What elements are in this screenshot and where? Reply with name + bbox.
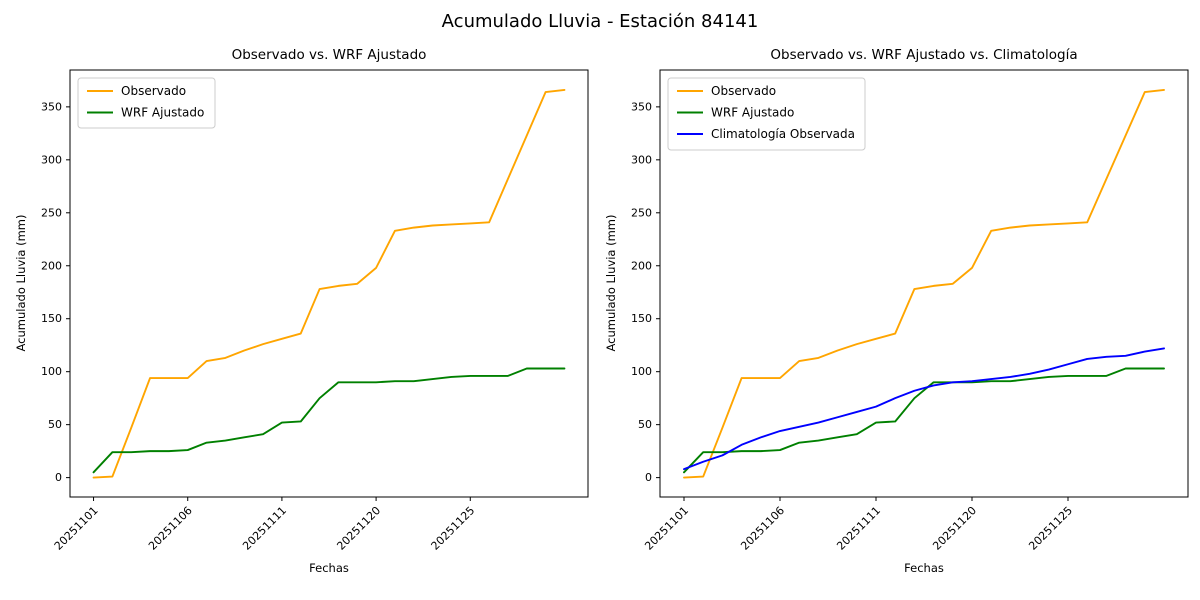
- left-plot-xlabel: Fechas: [309, 561, 349, 575]
- y-axis: 0 50 100 150 200 250 300 350: [41, 100, 70, 484]
- figure-title: Acumulado Lluvia - Estación 84141: [441, 11, 759, 32]
- axes-frame: [69, 69, 589, 498]
- series-line-wrf-ajustado: [92, 367, 566, 474]
- y-tick-label: 150: [41, 312, 62, 325]
- series-line-observado: [92, 88, 566, 479]
- y-tick-label: 250: [631, 206, 652, 219]
- x-tick-label: 20251101: [642, 504, 691, 553]
- axes-frame: [659, 69, 1189, 498]
- x-tick-label: 20251101: [52, 504, 101, 553]
- x-tick-label: 20251120: [930, 504, 979, 553]
- x-tick-label: 20251106: [146, 504, 195, 553]
- series-line-wrf-ajustado: [683, 367, 1165, 474]
- y-tick-label: 150: [631, 312, 652, 325]
- y-tick-label: 250: [41, 206, 62, 219]
- legend-label-climatologia-observada: Climatología Observada: [711, 127, 855, 141]
- x-tick-label: 20251106: [738, 504, 787, 553]
- x-tick-label: 20251125: [429, 504, 478, 553]
- series-line-climatologia-observada: [683, 347, 1165, 471]
- y-tick-label: 50: [48, 418, 62, 431]
- x-axis: 20251101 20251106 20251111 20251120 20251125: [642, 497, 1075, 553]
- legend-box: [667, 77, 866, 151]
- legend-label-wrf-ajustado: WRF Ajustado: [711, 106, 794, 120]
- y-tick-label: 350: [631, 100, 652, 113]
- legend: Observado WRF Ajustado: [77, 77, 216, 129]
- y-tick-label: 50: [638, 418, 652, 431]
- y-tick-label: 0: [645, 471, 652, 484]
- y-tick-label: 100: [631, 365, 652, 378]
- x-tick-label: 20251111: [834, 504, 883, 553]
- x-axis: 20251101 20251106 20251111 20251120 20251125: [52, 497, 478, 553]
- y-tick-label: 300: [631, 153, 652, 166]
- legend-label-wrf-ajustado: WRF Ajustado: [121, 106, 204, 120]
- left-plot-title: Observado vs. WRF Ajustado: [231, 47, 427, 63]
- y-tick-label: 200: [631, 259, 652, 272]
- legend: Observado WRF Ajustado Climatología Observ…: [667, 77, 866, 151]
- x-tick-label: 20251125: [1026, 504, 1075, 553]
- y-tick-label: 200: [41, 259, 62, 272]
- x-tick-label: 20251111: [240, 504, 289, 553]
- x-tick-label: 20251120: [334, 504, 383, 553]
- y-tick-label: 0: [55, 471, 62, 484]
- y-tick-label: 100: [41, 365, 62, 378]
- right-plot-ylabel: Acumulado Lluvia (mm): [604, 214, 618, 352]
- right-plot-title: Observado vs. WRF Ajustado vs. Climatolo…: [770, 47, 1078, 63]
- right-plot-xlabel: Fechas: [904, 561, 944, 575]
- series-line-observado: [683, 88, 1165, 479]
- y-tick-label: 350: [41, 100, 62, 113]
- y-axis: 0 50 100 150 200 250 300 350: [631, 100, 660, 484]
- legend-label-observado: Observado: [121, 84, 186, 98]
- y-tick-label: 300: [41, 153, 62, 166]
- legend-label-observado: Observado: [711, 84, 776, 98]
- left-plot-ylabel: Acumulado Lluvia (mm): [14, 214, 28, 352]
